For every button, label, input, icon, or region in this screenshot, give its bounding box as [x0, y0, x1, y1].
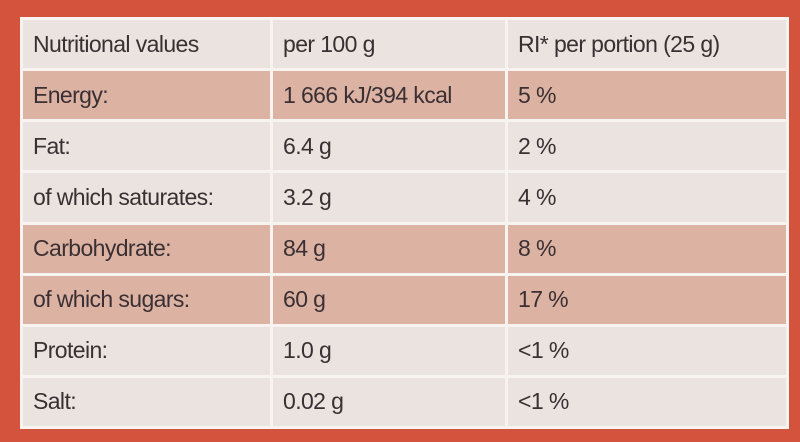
cell: 1 666 kJ/394 kcal	[270, 68, 508, 123]
cell: of which sugars:	[20, 272, 273, 327]
cell: 3.2 g	[270, 170, 508, 225]
cell: Protein:	[20, 323, 273, 378]
row: of which saturates: 3.2 g 4 %	[20, 170, 789, 225]
row: Carbohydrate: 84 g 8 %	[20, 221, 789, 276]
header-cell: Nutritional values	[20, 16, 273, 72]
row: Protein: 1.0 g <1 %	[20, 323, 789, 378]
cell: of which saturates:	[20, 170, 273, 225]
nutrition-table: Nutritional values per 100 g RI* per por…	[20, 16, 789, 430]
row: Fat: 6.4 g 2 %	[20, 119, 789, 174]
cell: <1 %	[505, 323, 789, 378]
cell: Salt:	[20, 374, 273, 430]
header-row: Nutritional values per 100 g RI* per por…	[20, 16, 789, 72]
row: Salt: 0.02 g <1 %	[20, 374, 789, 430]
cell: Fat:	[20, 119, 273, 174]
cell: <1 %	[505, 374, 789, 430]
cell: 60 g	[270, 272, 508, 327]
cell: 5 %	[505, 68, 789, 123]
cell: Carbohydrate:	[20, 221, 273, 276]
cell: 17 %	[505, 272, 789, 327]
cell: 1.0 g	[270, 323, 508, 378]
cell: 6.4 g	[270, 119, 508, 174]
cell: Energy:	[20, 68, 273, 123]
header-cell: per 100 g	[270, 16, 508, 72]
cell: 2 %	[505, 119, 789, 174]
row: Energy: 1 666 kJ/394 kcal 5 %	[20, 68, 789, 123]
cell: 8 %	[505, 221, 789, 276]
nutrition-table-container: Nutritional values per 100 g RI* per por…	[20, 16, 789, 430]
header-cell: RI* per portion (25 g)	[505, 16, 789, 72]
cell: 4 %	[505, 170, 789, 225]
row: of which sugars: 60 g 17 %	[20, 272, 789, 327]
cell: 84 g	[270, 221, 508, 276]
cell: 0.02 g	[270, 374, 508, 430]
